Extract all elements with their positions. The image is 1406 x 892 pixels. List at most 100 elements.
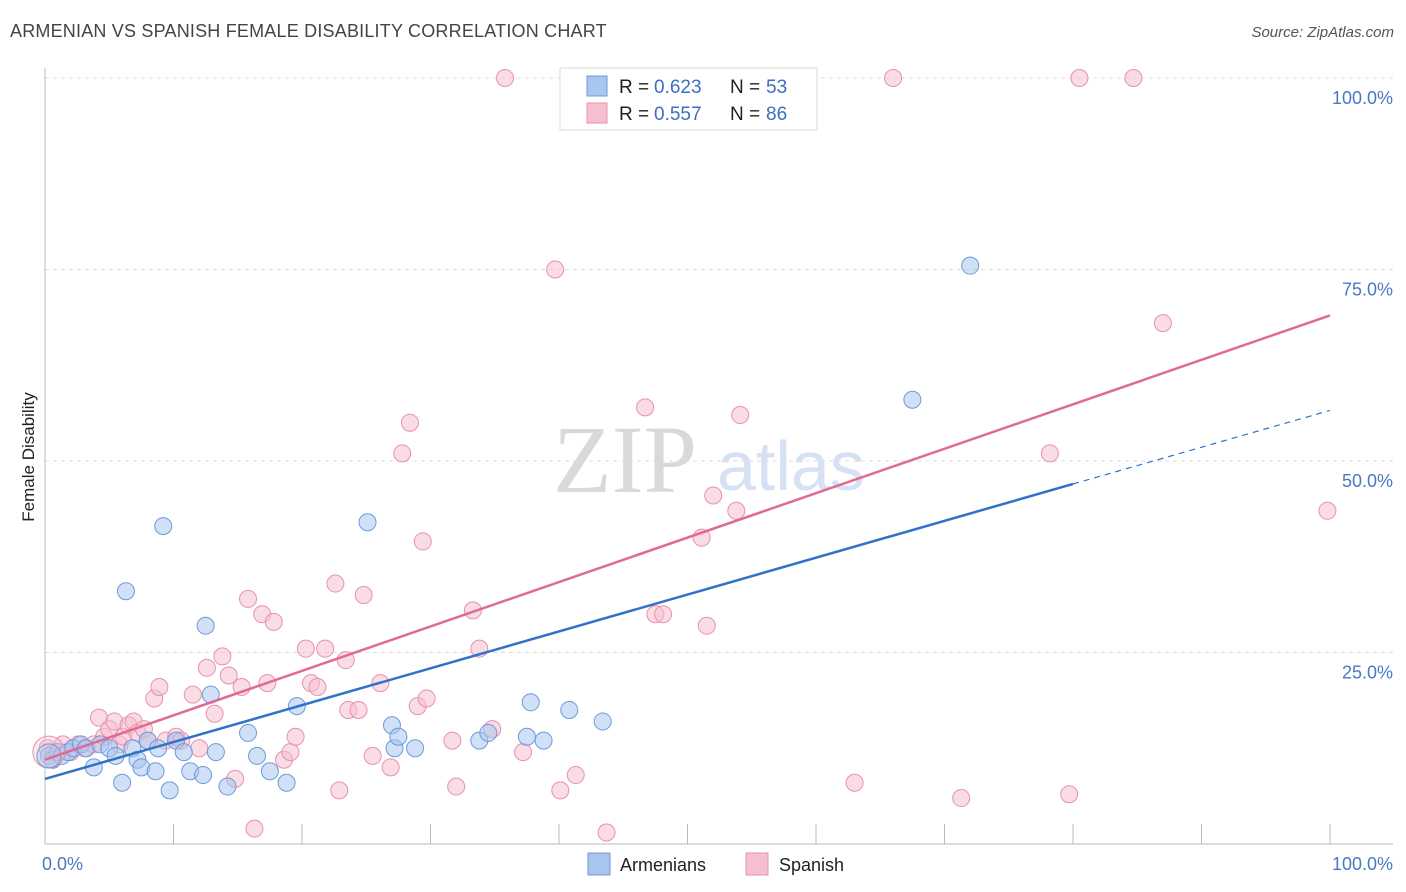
armenians-point: [154, 517, 173, 536]
spanish-point: [286, 727, 305, 746]
spanish-point: [281, 743, 300, 762]
armenians-point: [903, 390, 922, 409]
spanish-point: [296, 639, 315, 658]
armenians-point: [36, 743, 62, 769]
armenians-point: [260, 762, 279, 781]
armenians-point: [206, 743, 225, 762]
armenians-point: [560, 700, 579, 719]
spanish-point: [213, 647, 232, 666]
armenians-point: [389, 727, 408, 746]
spanish-point: [597, 823, 616, 842]
spanish-point: [697, 616, 716, 635]
armenians-point: [961, 256, 980, 275]
spanish-point: [381, 758, 400, 777]
spanish-point: [363, 746, 382, 765]
armenians-point: [406, 739, 425, 758]
bottom-legend-swatch-armenians: [587, 852, 611, 876]
spanish-point: [636, 398, 655, 417]
legend-swatch-armenians: [586, 75, 608, 97]
legend-armenians-n-value: 53: [766, 77, 787, 98]
y-tick-label: 50.0%: [1342, 471, 1393, 491]
watermark-zip: ZIP: [553, 406, 697, 513]
watermark: ZIP atlas: [553, 406, 865, 513]
legend-spanish-r-value: 0.557: [654, 104, 702, 125]
armenians-point: [160, 781, 179, 800]
legend-armenians-r-value: 0.623: [654, 77, 702, 98]
spanish-point: [205, 704, 224, 723]
spanish-point: [190, 739, 209, 758]
spanish-point: [546, 260, 565, 279]
spanish-point: [400, 413, 419, 432]
spanish-point: [566, 766, 585, 785]
armenians-point: [174, 743, 193, 762]
spanish-point: [245, 819, 264, 838]
armenians-point: [248, 746, 267, 765]
armenians-point: [116, 582, 135, 601]
spanish-point: [443, 731, 462, 750]
points-layer: [32, 69, 1337, 842]
armenians-point: [146, 762, 165, 781]
top-legend: R = 0.623 N = 53 R = 0.557 N = 86: [559, 67, 818, 131]
armenians-point: [194, 766, 213, 785]
armenians-point: [218, 777, 237, 796]
armenians-point: [239, 723, 258, 742]
legend-armenians-n-label: N =: [730, 77, 760, 98]
y-tick-label: 25.0%: [1342, 663, 1393, 683]
chart-title: ARMENIAN VS SPANISH FEMALE DISABILITY CO…: [10, 21, 607, 41]
spanish-point: [731, 406, 750, 425]
bottom-legend: Armenians Spanish: [587, 852, 844, 876]
x-tick-label-end: 100.0%: [1332, 854, 1393, 874]
armenians-point: [517, 727, 536, 746]
spanish-point: [1070, 69, 1089, 87]
spanish-point: [316, 639, 335, 658]
armenians-point: [113, 773, 132, 792]
y-tick-label: 75.0%: [1342, 280, 1393, 300]
armenians-point: [277, 773, 296, 792]
armenians-trendline: [44, 482, 1074, 781]
bottom-legend-armenians: Armenians: [620, 855, 706, 875]
armenians-point: [358, 513, 377, 532]
spanish-trendline: [44, 314, 1331, 761]
armenians-point: [593, 712, 612, 731]
spanish-point: [1318, 501, 1337, 520]
spanish-point: [447, 777, 466, 796]
spanish-point: [326, 574, 345, 593]
bottom-legend-swatch-spanish: [745, 852, 769, 876]
spanish-point: [219, 666, 238, 685]
spanish-point: [1124, 69, 1143, 87]
spanish-point: [1040, 444, 1059, 463]
spanish-point: [884, 69, 903, 87]
spanish-point: [496, 69, 515, 87]
spanish-point: [417, 689, 436, 708]
x-tick-label-start: 0.0%: [42, 854, 83, 874]
armenians-trendline-extension: [1072, 409, 1331, 485]
spanish-point: [336, 651, 355, 670]
spanish-point: [1153, 314, 1172, 333]
spanish-point: [393, 444, 412, 463]
spanish-point: [463, 601, 482, 620]
spanish-point: [413, 532, 432, 551]
bottom-legend-spanish: Spanish: [779, 855, 844, 875]
y-tick-label: 100.0%: [1332, 88, 1393, 108]
y-axis-label: Female Disability: [19, 392, 38, 522]
trend-layer: [44, 314, 1331, 781]
spanish-point: [952, 789, 971, 808]
spanish-point: [551, 781, 570, 800]
spanish-point: [197, 658, 216, 677]
spanish-point: [845, 773, 864, 792]
spanish-point: [727, 501, 746, 520]
axis-layer: 25.0% 50.0% 75.0% 100.0% 0.0% 100.0%: [42, 68, 1393, 874]
spanish-point: [354, 586, 373, 605]
watermark-atlas: atlas: [717, 427, 865, 505]
armenians-point: [479, 723, 498, 742]
spanish-point: [183, 685, 202, 704]
legend-spanish-n-value: 86: [766, 104, 787, 125]
spanish-point: [704, 486, 723, 505]
spanish-point: [308, 677, 327, 696]
armenians-point: [534, 731, 553, 750]
spanish-point: [349, 700, 368, 719]
armenians-point: [521, 693, 540, 712]
legend-armenians-r-label: R =: [619, 77, 649, 98]
chart-source: Source: ZipAtlas.com: [1251, 24, 1394, 41]
